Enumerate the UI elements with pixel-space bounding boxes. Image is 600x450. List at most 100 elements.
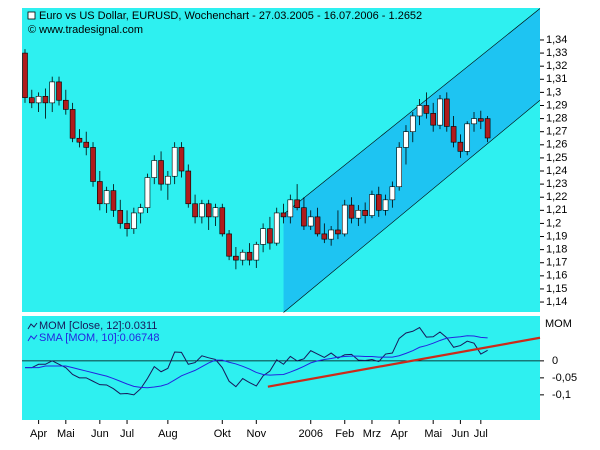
y-tick-label: 1,32 <box>546 60 567 72</box>
candle-body <box>416 105 423 117</box>
candle-body <box>97 181 103 205</box>
y-tick-label: 0 <box>552 355 558 367</box>
indicator-panel <box>22 316 540 420</box>
candle-body <box>457 141 464 152</box>
candle-body <box>307 216 314 227</box>
candle-body <box>287 199 294 218</box>
candle-body <box>423 105 430 114</box>
candle-body <box>239 251 246 261</box>
candle-body <box>22 52 28 98</box>
candle-body <box>199 203 205 218</box>
x-tick-label: Apr <box>391 428 408 440</box>
candle-body <box>90 147 96 182</box>
x-tick-label: Okt <box>214 428 231 440</box>
candle-body <box>253 244 260 261</box>
title-icon <box>27 11 36 20</box>
candle-body <box>76 137 83 143</box>
legend-label: MOM [Close, 12]:0.0311 <box>39 320 157 332</box>
x-tick-label: Jul <box>474 428 488 440</box>
candle-body <box>69 109 76 139</box>
channel-line <box>283 100 541 313</box>
candle-body <box>443 98 450 127</box>
candle-body <box>117 210 124 224</box>
candle-body <box>56 81 62 101</box>
y-tick-label: 1,28 <box>546 112 567 124</box>
candle-body <box>246 251 253 261</box>
candle-body <box>294 199 300 208</box>
y-tick-label: -0,1 <box>552 389 571 401</box>
candle-body <box>233 255 239 261</box>
candle-body <box>151 160 158 178</box>
candle-body <box>205 203 212 218</box>
candle-body <box>49 81 56 104</box>
x-tick-label: Jun <box>452 428 470 440</box>
candle-body <box>314 216 321 235</box>
candle-body <box>430 113 436 126</box>
candle-body <box>185 170 192 205</box>
candle-body <box>83 141 90 148</box>
y-tick-label: 1,26 <box>546 139 567 151</box>
candle-body <box>328 229 334 240</box>
candle-body <box>362 210 368 216</box>
candle-body <box>192 203 198 218</box>
candle-body <box>437 98 443 126</box>
candle-body <box>212 207 219 218</box>
y-tick-label: 1,23 <box>546 178 567 190</box>
candle-body <box>103 190 110 205</box>
candle-body <box>280 212 287 218</box>
x-tick-label: Jun <box>91 428 109 440</box>
candle-body <box>137 207 144 214</box>
legend-icon <box>27 322 38 330</box>
candle-body <box>471 118 477 125</box>
candle-body <box>301 207 307 227</box>
candle-body <box>63 99 69 110</box>
y-tick-label: 1,34 <box>546 34 567 46</box>
candle-body <box>348 204 355 219</box>
y-tick-label: 1,18 <box>546 244 567 256</box>
y-tick-label: 1,22 <box>546 191 567 203</box>
candle-body <box>355 210 362 219</box>
y-tick-label: 1,19 <box>546 230 567 242</box>
candle-body <box>403 131 409 148</box>
legend-icon <box>27 334 38 342</box>
candle-body <box>450 126 457 143</box>
candle-body <box>144 177 151 208</box>
candle-body <box>171 147 178 177</box>
y-tick-label: 1,29 <box>546 99 567 111</box>
y-tick-label: 1,21 <box>546 204 567 216</box>
candle-body <box>273 212 280 244</box>
trend-line <box>267 336 541 388</box>
source: © www.tradesignal.com <box>28 24 143 36</box>
y-tick-label: 1,15 <box>546 283 567 295</box>
y-tick-label: 1,31 <box>546 73 567 85</box>
x-tick-label: Jul <box>120 428 134 440</box>
candle-body <box>124 223 130 229</box>
y-tick-label: 1,2 <box>546 217 561 229</box>
candle-body <box>219 207 226 235</box>
x-tick-label: Feb <box>335 428 354 440</box>
candle-body <box>369 194 375 216</box>
y-tick-label: 1,33 <box>546 47 567 59</box>
candle-body <box>178 147 185 172</box>
y-tick-label: 1,25 <box>546 152 567 164</box>
y-tick-label: 1,3 <box>546 86 561 98</box>
y-tick-label: 1,27 <box>546 126 567 138</box>
x-tick-label: Aug <box>158 428 178 440</box>
indicator-label: MOM <box>545 318 572 330</box>
candle-body <box>165 175 171 185</box>
trend-channel <box>283 8 540 313</box>
candle-body <box>158 160 164 185</box>
x-tick-label: Mrz <box>363 428 381 440</box>
x-tick-label: Nov <box>247 428 267 440</box>
candle-body <box>335 229 341 235</box>
y-tick-label: 1,17 <box>546 257 567 269</box>
candle-body <box>267 228 273 244</box>
candle-body <box>28 97 35 104</box>
y-tick-label: 1,16 <box>546 270 567 282</box>
candle-body <box>396 147 402 188</box>
channel-line <box>283 8 541 215</box>
candle-body <box>226 233 232 257</box>
candle-body <box>110 190 117 211</box>
x-tick-label: 2006 <box>298 428 322 440</box>
